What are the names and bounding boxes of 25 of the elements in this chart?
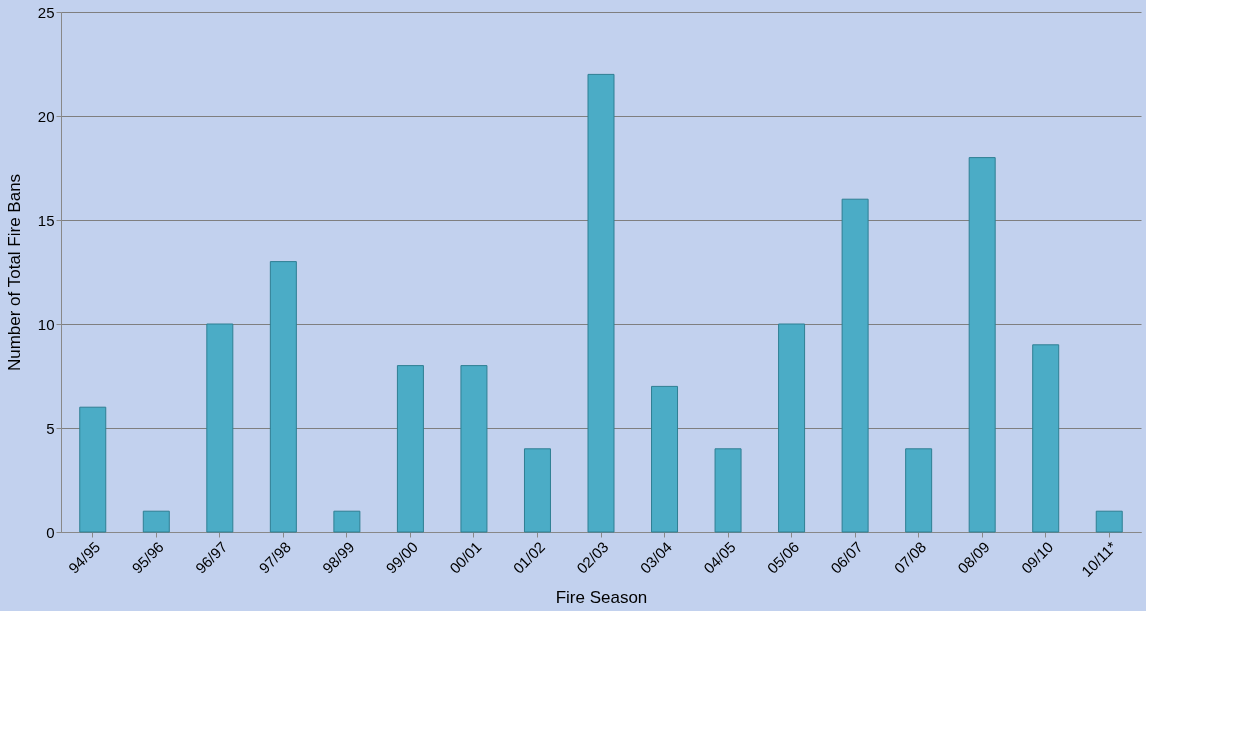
bar: [396, 365, 424, 533]
bar: [206, 323, 234, 533]
y-tick-label: 25: [37, 3, 55, 21]
bar: [269, 261, 297, 533]
bar: [333, 510, 361, 533]
y-tick-label: 0: [46, 523, 55, 541]
y-tick-label: 5: [46, 419, 55, 437]
bar: [778, 323, 806, 533]
y-tick-label: 20: [37, 107, 55, 125]
bar: [1095, 510, 1123, 533]
y-axis-title: Number of Total Fire Bans: [4, 173, 24, 372]
bar: [905, 448, 933, 533]
y-tick-label: 10: [37, 315, 55, 333]
bar: [841, 198, 869, 533]
bar: [714, 448, 742, 533]
bar: [142, 510, 170, 533]
y-tick-label: 15: [37, 211, 55, 229]
x-axis-title: Fire Season: [555, 587, 648, 607]
bar: [1032, 344, 1060, 533]
bar: [651, 385, 679, 533]
bar: [79, 406, 107, 533]
bar: [587, 73, 615, 533]
bar: [523, 448, 551, 533]
bar: [968, 157, 996, 533]
bar: [460, 365, 488, 533]
